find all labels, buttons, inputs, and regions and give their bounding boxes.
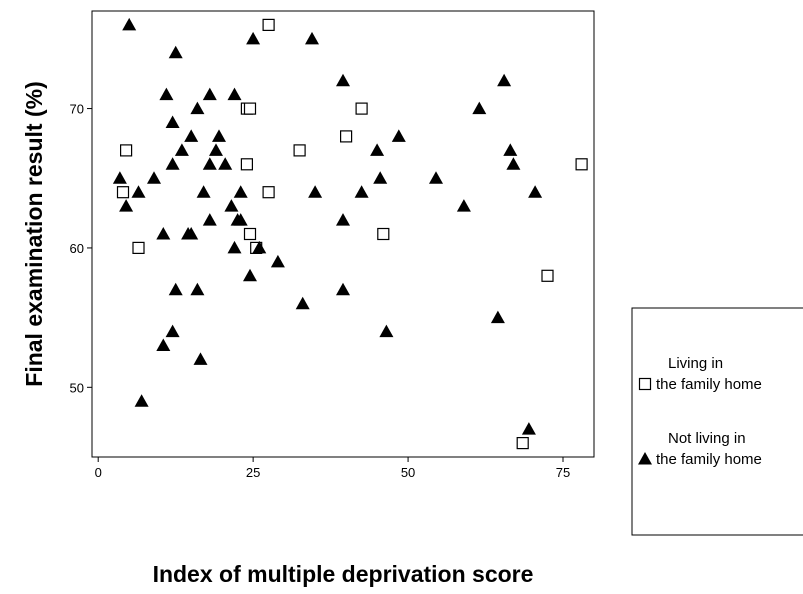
y-axis-title: Final examination result (%) — [21, 81, 47, 386]
data-point-triangle — [122, 17, 137, 31]
data-point-triangle — [168, 282, 183, 296]
data-point-triangle — [233, 185, 248, 198]
data-point-triangle — [119, 199, 134, 212]
data-point-triangle — [165, 115, 180, 128]
data-point-triangle — [202, 213, 217, 226]
data-point-triangle — [391, 129, 406, 142]
data-point-square — [340, 130, 353, 143]
legend-triangle-marker — [638, 452, 652, 465]
data-point-triangle — [528, 185, 543, 198]
legend-label-line2: the family home — [656, 376, 762, 393]
data-point-triangle — [227, 240, 242, 254]
data-point-triangle — [112, 171, 127, 184]
data-point-triangle — [165, 157, 180, 170]
data-point-triangle — [252, 240, 267, 254]
data-point-triangle — [305, 31, 319, 45]
x-axis-title: Index of multiple deprivation score — [153, 561, 534, 587]
data-point-triangle — [184, 129, 199, 142]
data-point-triangle — [156, 227, 171, 240]
data-point-triangle — [429, 171, 443, 184]
data-point-triangle — [354, 185, 369, 198]
data-point-triangle — [174, 143, 189, 156]
data-point-triangle — [202, 157, 217, 170]
data-point-triangle — [308, 185, 323, 198]
data-point-triangle — [497, 73, 512, 87]
data-point-triangle — [131, 185, 146, 198]
x-tick-label: 75 — [556, 465, 570, 480]
y-tick-label: 50 — [70, 380, 84, 395]
data-point-triangle — [379, 324, 394, 338]
data-point-square — [355, 102, 368, 115]
x-tick-label: 25 — [246, 465, 260, 480]
data-point-triangle — [212, 129, 226, 142]
data-point-triangle — [336, 73, 350, 87]
legend-label-line1: Living in — [668, 355, 723, 372]
data-point-square — [243, 102, 257, 115]
data-point-square — [262, 186, 275, 199]
data-point-square — [516, 437, 529, 450]
data-point-triangle — [490, 310, 505, 324]
data-point-square — [243, 227, 257, 241]
data-point-triangle — [202, 87, 217, 101]
data-point-triangle — [370, 143, 385, 156]
data-point-triangle — [165, 324, 180, 338]
data-point-square — [541, 269, 554, 282]
data-point-triangle — [184, 227, 199, 240]
y-tick-label: 70 — [70, 102, 84, 117]
data-point-triangle — [227, 87, 242, 101]
legend-box — [631, 307, 803, 536]
data-point-triangle — [190, 101, 205, 115]
data-point-triangle — [503, 143, 518, 156]
data-point-triangle — [246, 31, 261, 45]
data-point-triangle — [190, 282, 205, 296]
data-point-triangle — [243, 268, 257, 282]
data-point-triangle — [336, 282, 350, 296]
data-markers — [112, 17, 588, 450]
x-axis-ticks: 0 25 50 75 — [95, 457, 570, 480]
data-point-square — [262, 18, 275, 31]
legend-square-marker — [638, 377, 652, 391]
data-point-triangle — [168, 45, 183, 59]
plot-frame — [91, 10, 595, 458]
data-point-square — [240, 158, 253, 171]
x-tick-label: 50 — [401, 465, 415, 480]
data-point-triangle — [193, 352, 208, 365]
x-tick-label: 0 — [95, 465, 102, 480]
data-point-triangle — [156, 338, 171, 351]
data-point-triangle — [233, 213, 248, 226]
data-point-triangle — [147, 171, 161, 184]
data-point-square — [377, 227, 390, 241]
legend-items: Living in the family home Not living in the… — [638, 355, 762, 468]
data-point-square — [119, 144, 133, 157]
data-point-square — [116, 186, 130, 199]
data-point-square — [293, 144, 306, 157]
data-point-triangle — [134, 394, 149, 407]
data-point-triangle — [506, 157, 521, 170]
data-point-triangle — [224, 199, 239, 212]
data-point-square — [575, 158, 588, 171]
data-point-triangle — [456, 199, 471, 212]
legend-label-line1: Not living in — [668, 430, 746, 447]
data-point-square — [132, 241, 145, 254]
data-point-triangle — [159, 87, 174, 101]
data-point-triangle — [521, 422, 536, 435]
data-point-triangle — [373, 171, 388, 184]
y-tick-label: 60 — [70, 241, 84, 256]
legend: Living in the family home Not living in the… — [631, 307, 803, 536]
y-axis-ticks: 50 60 70 — [70, 102, 92, 395]
data-point-triangle — [209, 143, 223, 156]
data-point-triangle — [218, 157, 233, 170]
data-point-triangle — [336, 213, 350, 226]
data-point-triangle — [270, 254, 285, 268]
data-point-triangle — [295, 296, 310, 310]
legend-label-line2: the family home — [656, 451, 762, 468]
data-point-triangle — [196, 185, 211, 198]
data-point-triangle — [472, 101, 487, 115]
